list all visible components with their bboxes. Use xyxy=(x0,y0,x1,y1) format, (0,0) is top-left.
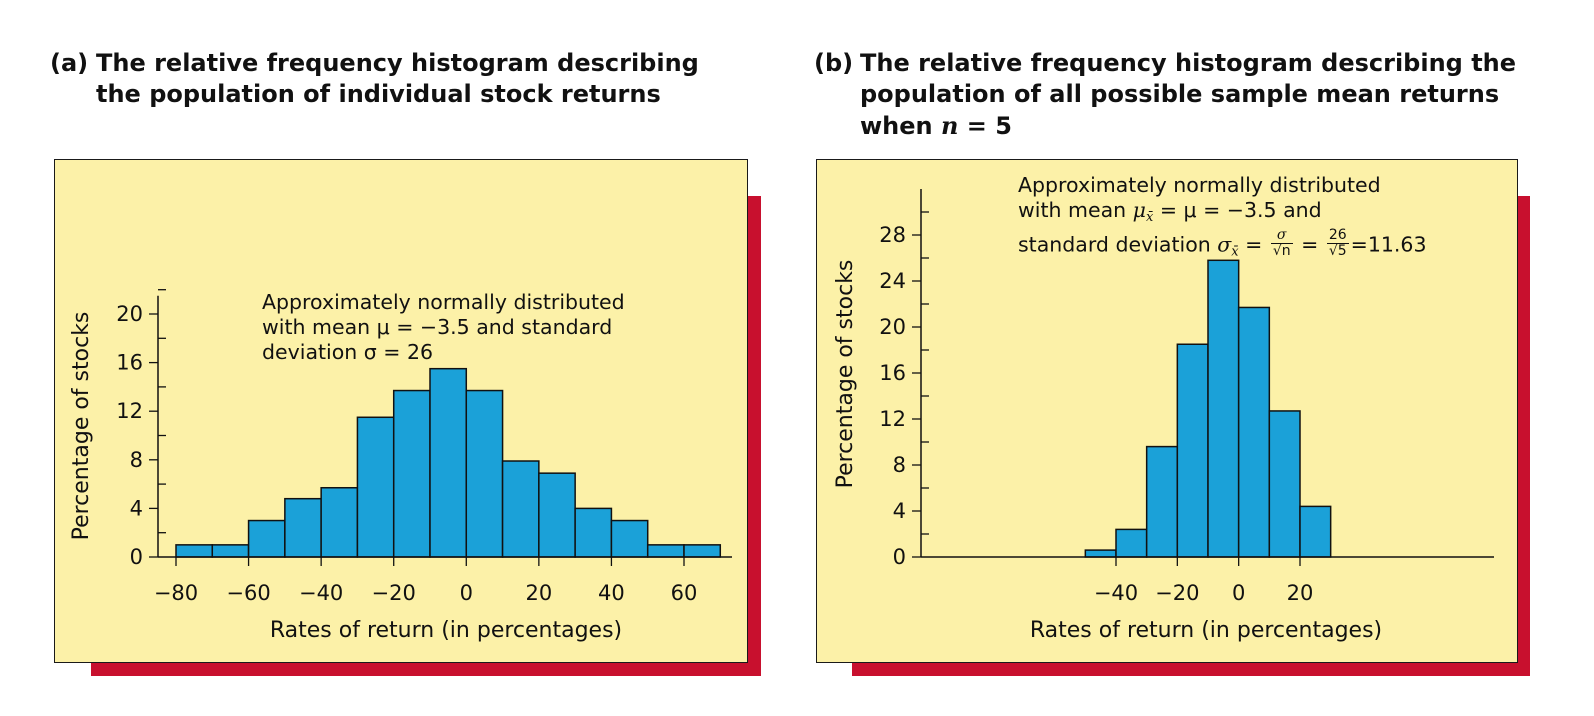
y-tick-label: 16 xyxy=(879,361,906,385)
x-tick-label: −40 xyxy=(299,581,343,605)
x-tick-label: 20 xyxy=(1287,581,1314,605)
x-tick-label: −20 xyxy=(1155,581,1199,605)
histogram-bar xyxy=(211,544,250,558)
x-tick-label: 60 xyxy=(671,581,698,605)
panel-a-annotation: Approximately normally distributed with … xyxy=(262,290,625,365)
histogram-bar xyxy=(429,367,468,558)
panel-a-title-line-2: the population of individual stock retur… xyxy=(96,80,661,108)
x-axis-label: Rates of return (in percentages) xyxy=(1030,618,1382,643)
x-tick-label: −40 xyxy=(1094,581,1138,605)
y-tick-label: 20 xyxy=(879,315,906,339)
y-tick-label: 20 xyxy=(116,302,143,326)
histogram-bar xyxy=(247,519,286,558)
histogram-bar xyxy=(646,544,685,558)
y-axis-label: Percentage of stocks xyxy=(69,312,94,541)
y-tick-label: 4 xyxy=(130,496,143,520)
panel-b-title-line-2: population of all possible sample mean r… xyxy=(860,80,1500,108)
panel-b-title-line-3: when n = 5 xyxy=(860,111,1012,140)
histogram-bar xyxy=(538,472,576,558)
panel-b-annotation-line-3: standard deviation σx̄ = σ √n = 26 √5 =11.6… xyxy=(1018,227,1427,260)
x-tick-label: 40 xyxy=(598,581,625,605)
panel-b-title-line-1: The relative frequency histogram describ… xyxy=(860,49,1517,77)
panel-b-annotation-line-2: with mean μx̄ = μ = −3.5 and xyxy=(1018,198,1322,225)
panel-a-annotation-line-3: deviation σ = 26 xyxy=(262,340,434,364)
panel-a-title-line-1: The relative frequency histogram describ… xyxy=(96,49,699,77)
panel-a-letter: (a) xyxy=(50,49,89,77)
histogram-bar xyxy=(1268,410,1301,558)
sigma-over-root-n-fraction: σ √n xyxy=(1270,227,1293,259)
panel-a-annotation-line-2: with mean μ = −3.5 and standard xyxy=(262,315,613,339)
histogram-bar xyxy=(284,497,322,558)
histogram-bar xyxy=(320,486,359,558)
histogram-bar xyxy=(1299,505,1332,558)
histogram-bar xyxy=(574,507,613,558)
panel-b-annotation-line-1: Approximately normally distributed xyxy=(1018,173,1381,197)
26-over-root-5-fraction: 26 √5 xyxy=(1326,227,1349,259)
y-tick-label: 12 xyxy=(116,399,143,423)
x-tick-label: −20 xyxy=(372,581,416,605)
panel-b xyxy=(816,159,1518,663)
x-tick-label: 0 xyxy=(460,581,473,605)
histogram-bar xyxy=(610,519,649,558)
y-tick-label: 0 xyxy=(130,545,143,569)
panel-b-annotation: Approximately normally distributed with … xyxy=(1018,173,1427,265)
histogram-bar xyxy=(1115,528,1148,558)
y-tick-label: 4 xyxy=(893,499,906,523)
histogram-bar xyxy=(1237,306,1271,558)
y-tick-label: 0 xyxy=(893,545,906,569)
y-tick-label: 8 xyxy=(130,448,143,472)
histogram-bar xyxy=(392,389,431,558)
histogram-bar xyxy=(1145,445,1179,558)
x-tick-label: −80 xyxy=(154,581,198,605)
histogram-bar xyxy=(175,544,214,558)
y-tick-label: 24 xyxy=(879,269,906,293)
histogram-bar xyxy=(1084,549,1117,558)
histogram-bar xyxy=(683,544,722,558)
histogram-bar xyxy=(465,389,504,558)
histogram-bar xyxy=(1176,343,1209,558)
panel-b-letter: (b) xyxy=(814,49,854,77)
y-tick-label: 16 xyxy=(116,351,143,375)
chart-a: 0 4 8 12 16 20 −80 −60 −40 −20 0 20 40 60 Rates of ret… xyxy=(69,289,732,643)
y-tick-label: 28 xyxy=(879,223,906,247)
x-tick-label: 20 xyxy=(525,581,552,605)
x-tick-label: 0 xyxy=(1232,581,1245,605)
y-axis-label: Percentage of stocks xyxy=(833,260,858,489)
y-tick-label: 8 xyxy=(893,453,906,477)
chart-b: 0 4 8 12 16 20 24 28 −40 −20 0 20 Rates of return (i… xyxy=(833,189,1494,643)
x-tick-label: −60 xyxy=(226,581,270,605)
histogram-bar xyxy=(356,416,395,558)
x-axis-label: Rates of return (in percentages) xyxy=(270,618,622,643)
panel-a-annotation-line-1: Approximately normally distributed xyxy=(262,290,625,314)
histogram-bar xyxy=(501,460,540,558)
histogram-bar xyxy=(1207,259,1240,558)
y-tick-label: 12 xyxy=(879,407,906,431)
